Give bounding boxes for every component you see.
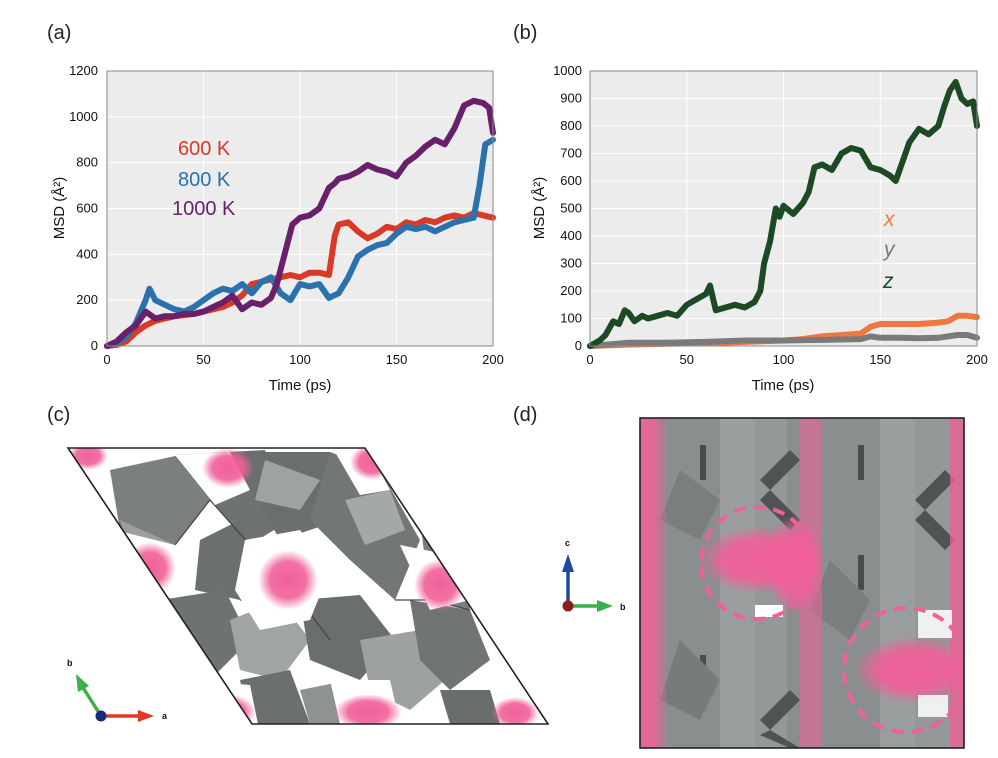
x-tick-label: 150 (869, 352, 891, 367)
y-tick-label: 700 (560, 146, 582, 161)
chart-b-msd-direction: 0 100 200 300 400 500 600 700 800 900 1000 0 50 100 1… (531, 63, 988, 394)
x-tick-label: 50 (196, 352, 210, 367)
y-tick-label: 200 (76, 292, 98, 307)
legend-1000k: 1000 K (172, 198, 236, 220)
chart-b-frame (589, 70, 978, 347)
c-axis-dot-icon (95, 710, 107, 722)
panel-label-c: (c) (47, 404, 71, 426)
a-axis-arrow-icon (138, 710, 154, 722)
legend-x: x (883, 208, 896, 231)
legend-y: y (882, 238, 896, 261)
y-tick-label: 900 (560, 91, 582, 106)
structure-view-c: b a (66, 447, 550, 725)
y-tick-label: 200 (560, 283, 582, 298)
unit-cell-d-content (640, 418, 964, 748)
chart-b-series-group (587, 79, 980, 349)
trajectory-cloud (350, 448, 394, 480)
y-tick-label: 0 (575, 338, 582, 353)
unit-cell-c-content (68, 448, 548, 724)
y-tick-label: 0 (91, 338, 98, 353)
y-tick-label: 300 (560, 256, 582, 271)
chart-a-x-axis-title: Time (ps) (269, 377, 332, 394)
axis-triad-d: c b (562, 538, 626, 612)
panel-label-d: (d) (513, 404, 538, 426)
series-line-800-k (104, 136, 496, 349)
x-tick-label: 200 (966, 352, 988, 367)
x-tick-label: 100 (773, 352, 795, 367)
y-tick-label: 500 (560, 201, 582, 216)
trajectory-cloud (200, 694, 256, 724)
chart-a-y-ticks: 0 200 400 600 800 1000 1200 (69, 63, 98, 353)
y-tick-label: 600 (560, 173, 582, 188)
trajectory-cloud (414, 559, 466, 611)
x-tick-label: 100 (289, 352, 311, 367)
pore-highlight-circle (842, 606, 964, 734)
axis-label-c: c (565, 538, 570, 548)
chart-a-frame (106, 70, 494, 347)
y-tick-label: 400 (76, 246, 98, 261)
trajectory-cloud (124, 542, 176, 594)
x-tick-label: 0 (103, 352, 110, 367)
chart-a-msd-temperature: 0 200 400 600 800 1000 1200 0 50 100 150 200 Time … (51, 63, 504, 394)
trajectory-cloud (258, 550, 318, 610)
b-axis-arrow-icon (597, 600, 613, 612)
series-line-y (587, 332, 980, 349)
x-tick-label: 150 (386, 352, 408, 367)
pore-highlight-circle (699, 505, 815, 621)
chart-a-legend: 600 K 800 K 1000 K (172, 138, 236, 220)
x-tick-label: 50 (680, 352, 694, 367)
c-axis-arrow-icon (562, 554, 574, 572)
chart-b-x-ticks: 0 50 100 150 200 (586, 352, 987, 367)
a-axis-dot-icon (562, 600, 574, 612)
trajectory-cloud (202, 448, 254, 488)
y-tick-label: 100 (560, 311, 582, 326)
y-tick-label: 1000 (553, 63, 582, 78)
chart-a-y-axis-title: MSD (Å²) (51, 177, 68, 240)
x-tick-label: 200 (482, 352, 504, 367)
x-tick-label: 0 (586, 352, 593, 367)
trajectory-cloud (334, 694, 402, 724)
legend-800k: 800 K (178, 169, 231, 191)
series-line-1000-k (104, 97, 496, 349)
unit-cell-outline-c (66, 447, 550, 725)
y-tick-label: 800 (76, 155, 98, 170)
y-tick-label: 400 (560, 228, 582, 243)
y-tick-label: 600 (76, 201, 98, 216)
axis-label-b: b (67, 658, 73, 668)
axis-label-b: b (620, 602, 626, 612)
trajectory-cloud (491, 697, 539, 724)
series-line-z (587, 79, 980, 349)
structure-view-d: c b (562, 417, 965, 749)
chart-a-x-ticks: 0 50 100 150 200 (103, 352, 503, 367)
y-tick-label: 1000 (69, 109, 98, 124)
chart-b-legend: x y z (882, 208, 896, 293)
trajectory-band (640, 418, 658, 748)
trajectory-cloud-lower (853, 636, 964, 704)
y-tick-label: 1200 (69, 63, 98, 78)
legend-600k: 600 K (178, 138, 231, 160)
axis-triad-c: b a (67, 658, 168, 722)
chart-b-y-axis-title: MSD (Å²) (531, 177, 548, 240)
chart-a-series-group (104, 97, 496, 349)
b-axis-arrow-icon (76, 674, 89, 692)
panel-label-a: (a) (47, 22, 72, 44)
axis-label-a: a (162, 711, 168, 721)
legend-z: z (882, 270, 894, 293)
unit-cell-outline-d (639, 417, 965, 749)
chart-b-x-axis-title: Time (ps) (752, 377, 815, 394)
chart-b-y-ticks: 0 100 200 300 400 500 600 700 800 900 1000 (553, 63, 582, 353)
panel-label-b: (b) (513, 22, 538, 44)
y-tick-label: 800 (560, 118, 582, 133)
